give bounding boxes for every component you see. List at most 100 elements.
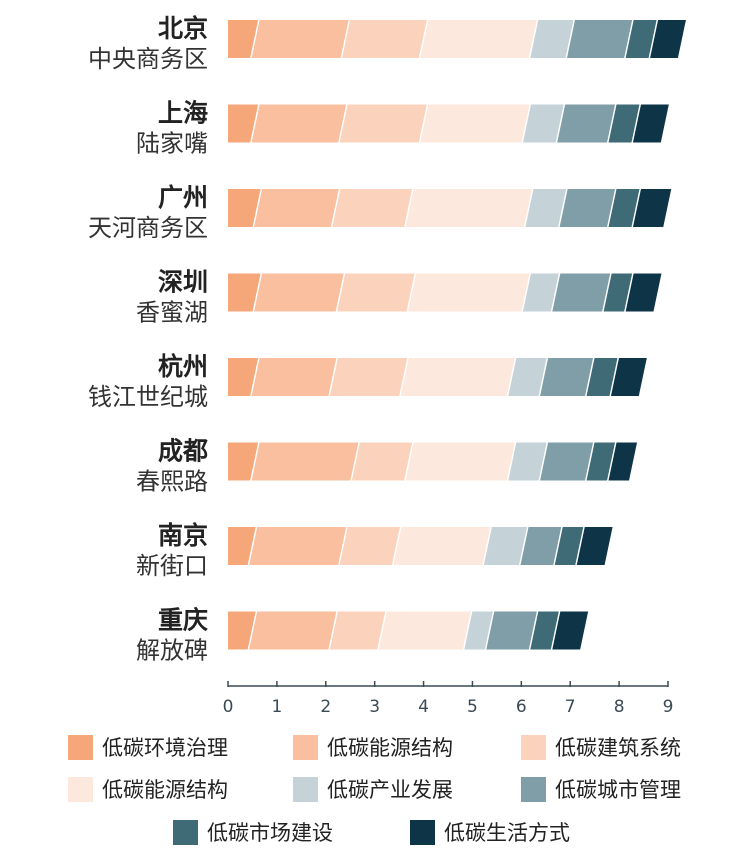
bar-segment: [508, 358, 547, 396]
x-tick-label: 7: [565, 697, 576, 717]
bar-segment: [530, 611, 559, 650]
bar-segment: [249, 527, 347, 565]
legend-label: 低碳市场建设: [207, 821, 333, 845]
bar-segment: [486, 611, 537, 650]
legend-item: 低碳市场建设: [173, 820, 333, 845]
category-city-label: 深圳: [158, 268, 208, 297]
bar-segment: [608, 189, 640, 227]
bar-segment: [603, 273, 633, 312]
bars: [228, 20, 686, 650]
bar-segment: [610, 358, 647, 396]
category-district-label: 陆家嘴: [136, 130, 208, 158]
category-city-label: 北京: [158, 14, 208, 43]
bar-segment: [251, 358, 337, 396]
category-city-label: 重庆: [158, 606, 208, 635]
category-district-label: 新街口: [136, 552, 208, 580]
bar-segment: [508, 442, 547, 481]
bar-segment: [332, 189, 413, 227]
bar-segment: [254, 273, 344, 312]
bar-segment: [557, 104, 616, 143]
bar-segment: [566, 20, 633, 58]
bar-segment: [228, 611, 256, 650]
bar-segment: [228, 527, 256, 565]
legend-swatch: [293, 735, 318, 760]
bar-segment: [420, 20, 537, 58]
legend-swatch: [173, 820, 198, 845]
legend-label: 低碳能源结构: [327, 736, 453, 760]
legend-swatch: [410, 820, 435, 845]
x-tick-label: 2: [320, 697, 331, 717]
category-district-label: 春熙路: [136, 468, 208, 496]
x-tick-label: 9: [663, 697, 674, 717]
category-district-label: 天河商务区: [88, 214, 208, 242]
legend-label: 低碳城市管理: [555, 778, 681, 802]
bar-segment: [632, 189, 672, 227]
bar-segment: [400, 358, 515, 396]
bar-segment: [625, 20, 657, 58]
legend-swatch: [521, 777, 546, 802]
bar-segment: [520, 527, 562, 565]
legend-swatch: [68, 735, 93, 760]
bar-segment: [559, 189, 616, 227]
bar-segment: [329, 358, 408, 396]
legend-item: 低碳产业发展: [293, 777, 453, 802]
bar-segment: [586, 358, 618, 396]
bar-segment: [342, 20, 427, 58]
legend-item: 低碳建筑系统: [521, 735, 681, 760]
x-axis: 0 1 2 3 4 5 6 7 8 9: [223, 681, 674, 717]
legend-swatch: [68, 777, 93, 802]
category-district-label: 解放碑: [136, 637, 208, 665]
legend-label: 低碳建筑系统: [555, 736, 681, 760]
bar-segment: [254, 189, 339, 227]
bar-segment: [576, 527, 613, 565]
bar-segment: [586, 442, 616, 481]
bar-segment: [405, 189, 532, 227]
legend-item: 低碳生活方式: [410, 820, 570, 845]
bar-segment: [420, 104, 530, 143]
bar-segment: [608, 442, 638, 481]
category-city-label: 成都: [158, 437, 208, 466]
category-district-label: 钱江世纪城: [88, 383, 208, 411]
legend-label: 低碳环境治理: [102, 736, 228, 760]
legend-item: 低碳城市管理: [521, 777, 681, 802]
bar-segment: [540, 358, 594, 396]
bar-segment: [249, 611, 337, 650]
x-tick-label: 4: [418, 697, 429, 717]
bar-segment: [228, 442, 259, 481]
bar-segment: [228, 189, 261, 227]
x-tick-label: 0: [223, 697, 234, 717]
bar-segment: [522, 273, 559, 312]
bar-segment: [525, 189, 567, 227]
bar-segment: [228, 273, 261, 312]
category-labels: 北京中央商务区上海陆家嘴广州天河商务区深圳香蜜湖杭州钱江世纪城成都春熙路南京新街…: [88, 14, 208, 665]
bar-segment: [464, 611, 493, 650]
bar-segment: [554, 527, 584, 565]
category-city-label: 杭州: [158, 352, 208, 381]
bar-segment: [351, 442, 413, 481]
bar-segment: [228, 358, 259, 396]
bar-segment: [632, 104, 669, 143]
bar-segment: [378, 611, 471, 650]
bar-segment: [408, 273, 530, 312]
category-district-label: 香蜜湖: [136, 299, 208, 327]
bar-segment: [552, 273, 611, 312]
bar-segment: [251, 104, 347, 143]
bar-segment: [251, 20, 349, 58]
legend-label: 低碳生活方式: [444, 821, 570, 845]
legend-item: 低碳能源结构: [293, 735, 453, 760]
x-tick-label: 3: [369, 697, 380, 717]
x-tick-label: 6: [516, 697, 527, 717]
bar-segment: [337, 273, 415, 312]
x-tick-label: 1: [271, 697, 282, 717]
category-city-label: 上海: [158, 99, 208, 128]
legend-swatch: [293, 777, 318, 802]
bar-segment: [329, 611, 386, 650]
legend-swatch: [521, 735, 546, 760]
legend-item: 低碳能源结构: [68, 777, 228, 802]
bar-segment: [483, 527, 528, 565]
bar-segment: [522, 104, 564, 143]
bar-segment: [650, 20, 686, 58]
bar-segment: [339, 104, 427, 143]
